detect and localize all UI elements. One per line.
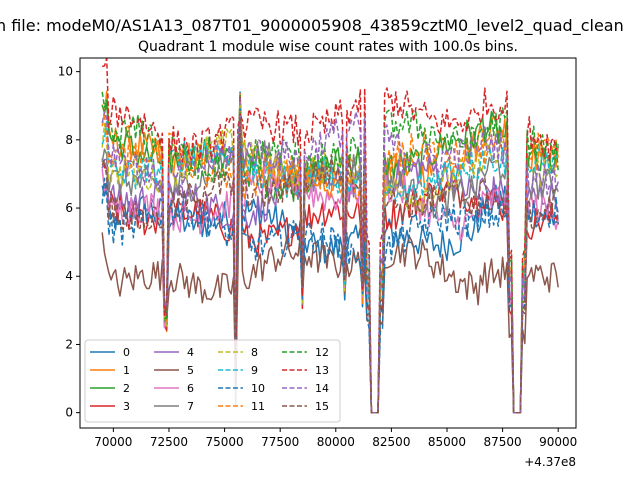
legend-box [84,339,341,423]
x-tick-label: 77500 [261,435,299,449]
series-layer [101,58,559,414]
y-tick-label: 10 [58,65,73,79]
y-tick-label: 6 [65,201,73,215]
y-tick-label: 0 [65,406,73,420]
plot-frame [79,57,577,429]
legend-label-6: 6 [187,382,194,395]
y-axis: 0 2 4 6 8 10 [58,65,80,420]
x-axis: 70000 72500 75000 77500 80000 82500 85000 87500… [94,428,577,449]
legend-label-0: 0 [123,346,130,359]
series-line-15 [101,116,559,414]
legend-label-3: 3 [123,400,130,413]
series-line-9 [101,106,559,414]
legend-label-2: 2 [123,382,130,395]
x-tick-label: 90000 [539,435,577,449]
x-tick-label: 75000 [205,435,243,449]
legend-label-1: 1 [123,364,130,377]
legend-label-13: 13 [315,364,329,377]
x-tick-label: 87500 [484,435,522,449]
legend-label-5: 5 [187,364,194,377]
legend-label-8: 8 [251,346,258,359]
y-tick-label: 8 [65,133,73,147]
legend-label-4: 4 [187,346,194,359]
legend-label-7: 7 [187,400,194,413]
series-line-4 [101,98,559,414]
legend-label-9: 9 [251,364,258,377]
figure-suptitle: n file: modeM0/AS1A13_087T01_9000005908_… [0,16,624,36]
legend-label-14: 14 [315,382,329,395]
series-line-10 [101,108,559,414]
x-tick-label: 80000 [317,435,355,449]
series-line-14 [101,110,559,414]
legend-label-11: 11 [251,400,265,413]
x-tick-label: 85000 [428,435,466,449]
legend-label-15: 15 [315,400,329,413]
legend-label-10: 10 [251,382,265,395]
x-tick-label: 82500 [372,435,410,449]
y-tick-label: 2 [65,337,73,351]
chart-title: Quadrant 1 module wise count rates with … [138,39,518,55]
legend-label-12: 12 [315,346,329,359]
x-tick-label: 70000 [94,435,132,449]
series-line-13 [101,58,559,414]
x-offset-label: +4.37e8 [524,455,576,469]
series-line-5 [101,99,559,414]
x-tick-label: 72500 [150,435,188,449]
y-tick-label: 4 [65,269,73,283]
